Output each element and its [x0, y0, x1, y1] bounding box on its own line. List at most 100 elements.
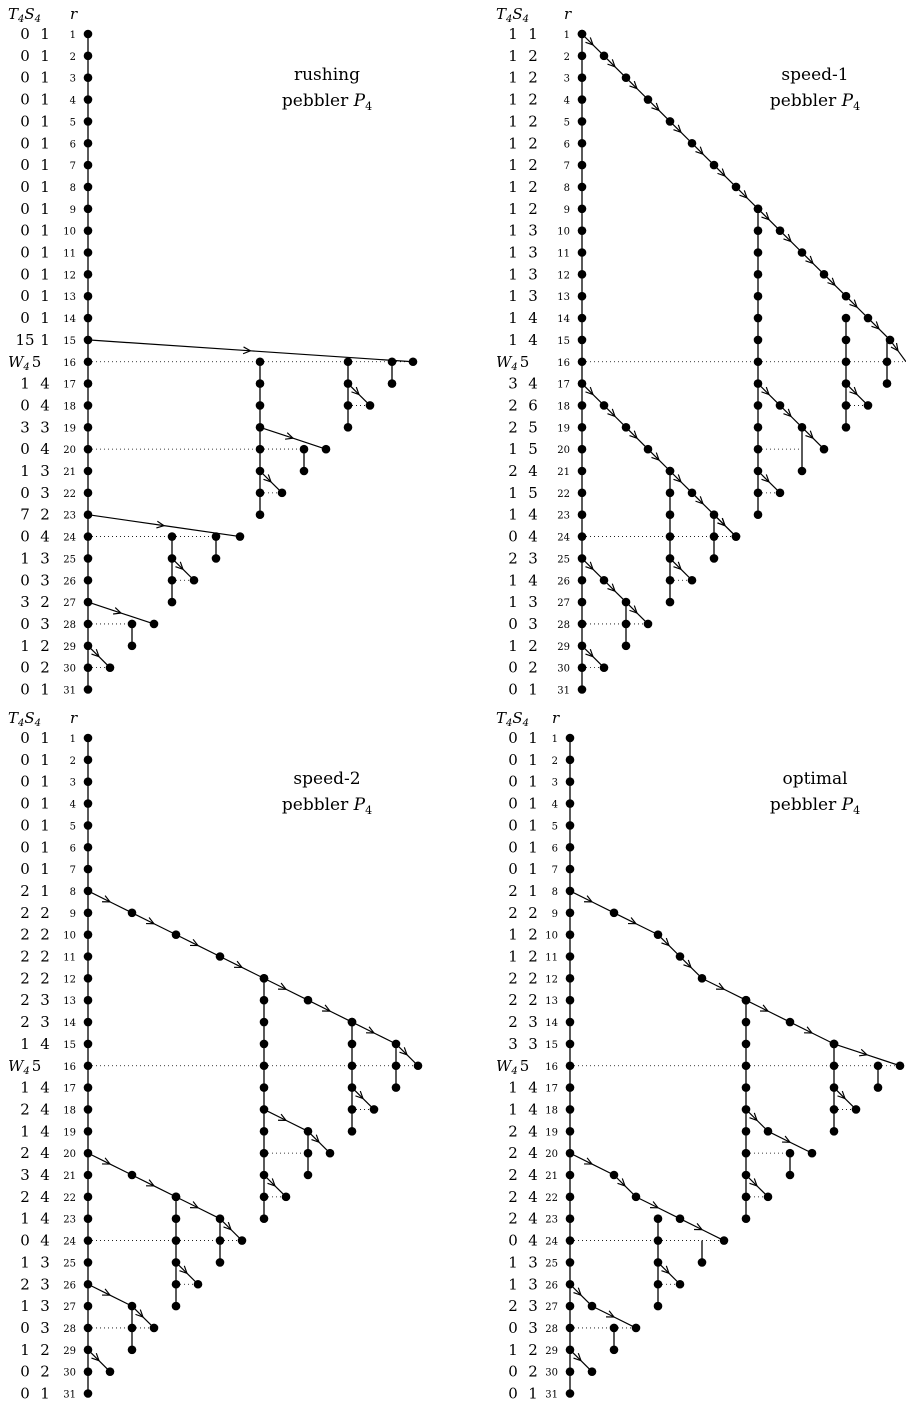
row-r-label: 19: [545, 1127, 558, 1138]
tree-dot: [697, 974, 707, 983]
tree-dot: [215, 1258, 225, 1267]
row-T-value: 1: [508, 91, 518, 109]
row-S-value: 1: [40, 681, 50, 699]
row-T-value: 0: [20, 69, 30, 87]
row-T-value: 1: [508, 593, 518, 611]
row-T-value: 1: [508, 244, 518, 262]
row-S-value: 2: [40, 969, 50, 987]
tree-dot: [259, 1105, 269, 1114]
trunk-dot: [577, 204, 587, 214]
row-r-label: 24: [63, 533, 76, 544]
trunk-dot: [83, 160, 93, 170]
row-r-label: 31: [63, 686, 76, 697]
trunk-dot: [83, 1367, 93, 1376]
title-line2: pebbler P4: [282, 91, 372, 113]
tree-dot: [643, 444, 653, 454]
tree-dot: [255, 488, 265, 498]
tree-dot: [609, 1345, 619, 1355]
trunk-dot: [565, 1345, 575, 1355]
row-T-value: 0: [20, 222, 30, 240]
trunk-dot: [565, 1083, 575, 1092]
row-S-value: 2: [528, 112, 538, 130]
tree-dot: [149, 619, 159, 629]
row-S-value: 4: [528, 528, 538, 546]
row-S-value: 3: [528, 287, 538, 305]
row-S-value: 1: [40, 178, 50, 196]
row-S-value: 4: [528, 1100, 538, 1118]
row-r-label: 1: [564, 30, 570, 41]
tree-dot: [167, 532, 177, 541]
row-S-value: 1: [40, 156, 50, 174]
row-T-value: 3: [508, 1035, 518, 1053]
tree-dot: [829, 1083, 839, 1092]
row-S-value: 1: [528, 860, 538, 878]
tree-dot: [753, 357, 763, 367]
row-T-value: 0: [20, 287, 30, 305]
row-S-value: 1: [528, 751, 538, 769]
tree-dot: [215, 952, 225, 961]
row-S-value: 1: [40, 816, 50, 834]
row-r-label: 9: [564, 205, 570, 216]
row-S-value: 1: [40, 91, 50, 109]
row-W-label: W4 5: [8, 353, 41, 373]
trunk-dot: [577, 248, 587, 257]
row-T-value: 0: [20, 91, 30, 109]
arrow-line: [897, 350, 906, 363]
row-r-label: 8: [564, 183, 570, 194]
row-S-value: 1: [40, 25, 50, 43]
row-r-label: 4: [552, 800, 558, 811]
row-r-label: 17: [63, 1084, 76, 1095]
row-r-label: 4: [70, 96, 76, 107]
row-T-value: 1: [20, 1253, 30, 1271]
tree-dot: [127, 619, 137, 629]
row-r-label: 21: [557, 467, 570, 478]
tree-dot: [171, 1258, 181, 1267]
trunk-dot: [83, 1105, 93, 1114]
tree-dot: [653, 1279, 663, 1289]
row-S-value: 1: [40, 882, 50, 900]
trunk-dot: [83, 313, 93, 323]
row-T-value: 0: [508, 659, 518, 677]
row-T-value: 2: [20, 1144, 30, 1162]
row-S-value: 4: [40, 1122, 50, 1140]
tree-dot: [365, 401, 375, 410]
trunk-dot: [83, 335, 93, 345]
row-T-value: 0: [20, 729, 30, 747]
row-S-value: 3: [40, 462, 50, 480]
trunk-dot: [565, 886, 575, 896]
row-T-value: 1: [508, 1341, 518, 1359]
row-S-value: 3: [40, 1253, 50, 1271]
row-r-label: 21: [545, 1171, 558, 1182]
row-r-label: 18: [545, 1105, 558, 1116]
row-T-value: 2: [20, 1188, 30, 1206]
trunk-dot: [577, 226, 587, 235]
tree-dot: [829, 1127, 839, 1136]
tree-dot: [171, 1236, 181, 1245]
tree-dot: [259, 974, 269, 983]
row-T-value: 0: [20, 571, 30, 589]
row-T-value: 1: [508, 265, 518, 283]
tree-dot: [587, 1301, 597, 1311]
trunk-dot: [83, 930, 93, 939]
tree-dot: [741, 1017, 751, 1027]
trunk-dot: [565, 1148, 575, 1158]
header-TS: T4S4: [496, 709, 529, 729]
row-S-value: 1: [40, 729, 50, 747]
tree-dot: [211, 532, 221, 541]
tree-dot: [665, 488, 675, 498]
tree-dot: [687, 488, 697, 498]
row-r-label: 4: [70, 800, 76, 811]
trunk-dot: [577, 488, 587, 498]
row-S-value: 5: [528, 418, 538, 436]
trunk-dot: [565, 1017, 575, 1027]
tree-dot: [753, 335, 763, 345]
tree-dot: [621, 641, 631, 651]
trunk-dot: [83, 864, 93, 874]
tree-dot: [255, 357, 265, 367]
row-S-value: 2: [528, 991, 538, 1009]
tree-dot: [753, 444, 763, 454]
row-T-value: 0: [508, 1232, 518, 1250]
row-T-value: 1: [20, 375, 30, 393]
row-r-label: 6: [70, 843, 76, 854]
row-S-value: 4: [40, 1035, 50, 1053]
